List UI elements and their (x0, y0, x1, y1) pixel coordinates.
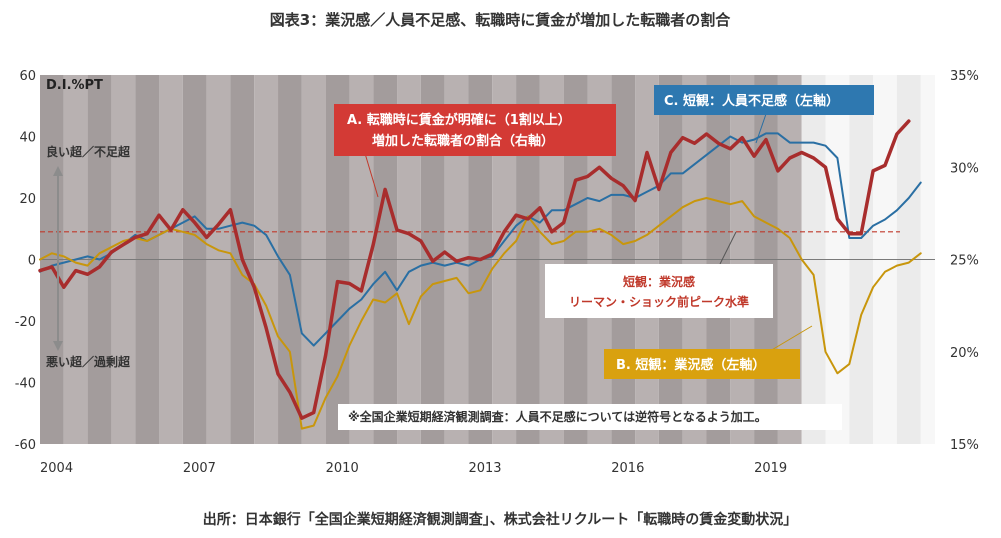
ref-label-leader (719, 231, 737, 265)
side-label-good: 良い超／不足超 (46, 144, 131, 159)
callout-a-box (334, 104, 616, 156)
callout-c-leader (755, 113, 767, 144)
note-box (338, 404, 842, 430)
callout-a-line2: 増加した転職者の割合（右軸） (372, 133, 554, 149)
ref-label-line2: リーマン・ショック前ピーク水準 (569, 294, 749, 309)
y-left-tick-label: -40 (15, 377, 36, 392)
x-tick-label: 2013 (468, 461, 501, 476)
y-right-tick-label: 20% (950, 346, 979, 361)
y-right-tick-label: 15% (950, 438, 979, 453)
side-axis-arrow (53, 166, 63, 351)
x-tick-label: 2004 (40, 461, 73, 476)
y-right-tick-label: 35% (950, 69, 979, 84)
unit-label: D.I.%PT (46, 78, 103, 93)
y-left-tick-label: 60 (19, 69, 36, 84)
axis-ticks: -60 -40 -20 0 20 40 60 15% 20% 25% 30% 35% 2004 2007 2… (15, 69, 979, 476)
series-a-line (38, 119, 911, 420)
callout-a-line1: A. 転職時に賃金が明確に（1割以上） (347, 112, 571, 128)
ref-label-box (545, 264, 773, 318)
series-lines (38, 119, 922, 430)
callout-a-leader (363, 149, 379, 198)
x-tick-label: 2016 (611, 461, 644, 476)
y-left-tick-label: -20 (15, 315, 36, 330)
y-left-tick-label: 40 (19, 131, 36, 146)
chart-title: 図表3：業況感／人員不足感、転職時に賃金が増加した転職者の割合 (270, 11, 731, 29)
callout-b-leader (769, 325, 813, 352)
callout-b-box (604, 349, 800, 379)
y-left-tick-label: 20 (19, 192, 36, 207)
side-label-bad: 悪い超／過剰超 (46, 354, 131, 369)
x-tick-label: 2007 (183, 461, 216, 476)
callout-c-label: C. 短観：人員不足感（左軸） (664, 93, 839, 109)
callout-c-box (654, 85, 874, 115)
ref-label-line1: 短観：業況感 (623, 274, 695, 289)
series-b-line (39, 197, 922, 430)
y-right-tick-label: 30% (950, 161, 979, 176)
y-right-tick-label: 25% (950, 254, 979, 269)
x-tick-label: 2019 (754, 461, 787, 476)
source-text: 出所：日本銀行「全国企業短期経済観測調査」、株式会社リクルート「転職時の賃金変動… (203, 511, 798, 528)
y-left-tick-label: -60 (15, 438, 36, 453)
note-text: ※全国企業短期経済観測調査：人員不足感については逆符号となるよう加工。 (348, 409, 767, 424)
callout-b-label: B. 短観：業況感（左軸） (616, 357, 765, 373)
y-left-tick-label: 0 (28, 254, 36, 269)
x-tick-label: 2010 (326, 461, 359, 476)
